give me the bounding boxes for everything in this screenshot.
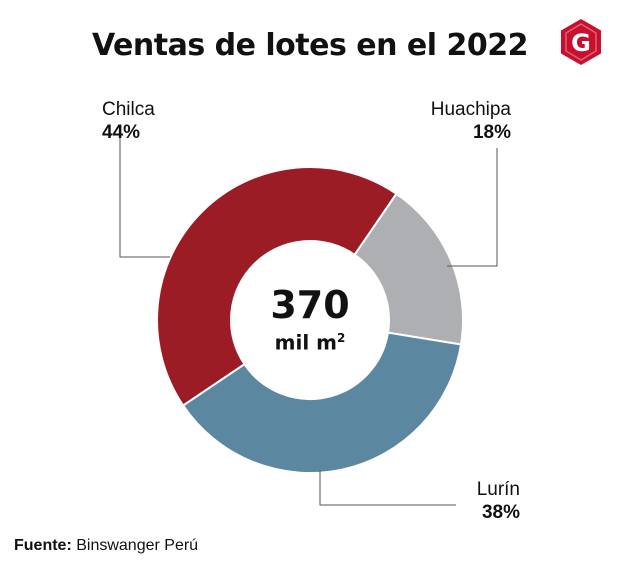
slice-lurin (181, 331, 463, 474)
center-unit-superscript: 2 (337, 331, 346, 345)
donut-slices (155, 166, 464, 474)
chart-title: Ventas de lotes en el 2022 (91, 28, 529, 63)
center-value: 370 (270, 283, 350, 327)
source-prefix: Fuente: (14, 537, 72, 554)
percent-label: 44% (102, 122, 141, 143)
slice-label-chilca: Chilca 44% (102, 98, 155, 144)
category-label: Chilca (102, 99, 155, 120)
leader-line-huachipa (447, 148, 498, 267)
percent-label: 18% (472, 122, 511, 143)
leader-line-chilca (119, 132, 170, 258)
donut-center: 370 mil m2 (232, 284, 388, 355)
category-label: Huachipa (430, 99, 511, 120)
percent-label: 38% (481, 502, 520, 523)
leader-lines (119, 132, 498, 506)
logo-letter: G (571, 29, 591, 57)
center-unit: mil m2 (232, 326, 388, 355)
category-label: Lurín (476, 479, 520, 500)
source-note: Fuente: Binswanger Perú (14, 537, 198, 555)
slice-label-lurin: Lurín 38% (458, 478, 520, 524)
center-unit-text: mil m (274, 330, 337, 355)
slice-chilca (155, 166, 398, 407)
source-text: Binswanger Perú (71, 537, 199, 554)
slice-label-huachipa: Huachipa 18% (398, 98, 511, 144)
leader-line-lurin (319, 470, 456, 506)
g-logo-icon: G (561, 19, 601, 65)
